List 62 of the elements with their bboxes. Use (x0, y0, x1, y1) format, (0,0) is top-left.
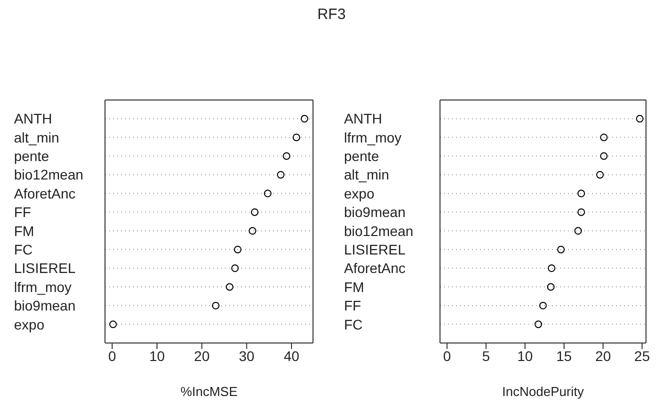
chart-title: RF3 (316, 6, 347, 23)
y-tick-label: LISIEREL (344, 242, 406, 258)
y-tick-label: ANTH (344, 110, 382, 127)
y-tick-label: FC (344, 316, 363, 332)
point (600, 152, 608, 160)
point (539, 302, 547, 310)
x-tick-label: 40 (284, 348, 300, 364)
point (596, 170, 604, 179)
point (234, 246, 242, 254)
point (231, 264, 239, 272)
x-tick-label: 10 (517, 348, 534, 364)
y-tick-label: LISIEREL (14, 260, 76, 276)
point (548, 264, 556, 272)
point (264, 190, 272, 198)
y-tick-label: pente (14, 148, 50, 164)
y-tick-label: lfrm_moy (14, 278, 72, 295)
point (300, 114, 308, 122)
y-tick-label: FM (14, 222, 34, 239)
point (636, 114, 644, 122)
y-tick-label: pente (344, 148, 380, 164)
point (276, 170, 285, 179)
point (574, 227, 582, 235)
point (248, 227, 256, 235)
y-tick-label: expo (344, 185, 375, 202)
x-tick-label: 25 (634, 348, 650, 364)
point (250, 208, 259, 216)
x-axis-title: IncNodePurity (502, 384, 584, 399)
x-tick-label: 30 (238, 348, 255, 364)
y-tick-label: FC (14, 242, 33, 258)
point (600, 134, 608, 142)
y-tick-label: lfrm_moy (344, 129, 402, 146)
point (226, 283, 234, 291)
point (282, 152, 290, 160)
x-tick-label: 0 (108, 348, 116, 364)
point (109, 320, 117, 328)
point (577, 190, 586, 198)
x-tick-label: 5 (482, 348, 490, 364)
y-tick-label: AforetAnc (14, 185, 76, 202)
point (212, 302, 220, 310)
point (557, 246, 565, 254)
y-tick-label: bio9mean (344, 204, 406, 220)
y-tick-label: bio9mean (14, 298, 76, 314)
x-tick-label: 0 (443, 348, 452, 364)
x-tick-label: 15 (556, 348, 572, 364)
y-tick-label: FF (14, 204, 32, 220)
y-tick-label: AforetAnc (344, 260, 406, 276)
y-tick-label: FF (344, 298, 362, 314)
x-tick-label: 20 (194, 348, 210, 364)
y-tick-label: expo (14, 316, 45, 332)
point (577, 208, 586, 216)
y-tick-label: bio12mean (344, 222, 414, 239)
y-tick-label: FM (344, 278, 364, 295)
x-tick-label: 20 (595, 348, 612, 364)
x-tick-label: 10 (149, 348, 165, 364)
x-axis-title: %IncMSE (180, 384, 238, 399)
y-tick-label: alt_min (344, 166, 390, 183)
y-tick-label: ANTH (14, 110, 52, 127)
point (534, 320, 542, 328)
point (547, 283, 555, 291)
y-tick-label: bio12mean (14, 166, 84, 183)
point (292, 134, 300, 142)
y-tick-label: alt_min (14, 129, 60, 146)
